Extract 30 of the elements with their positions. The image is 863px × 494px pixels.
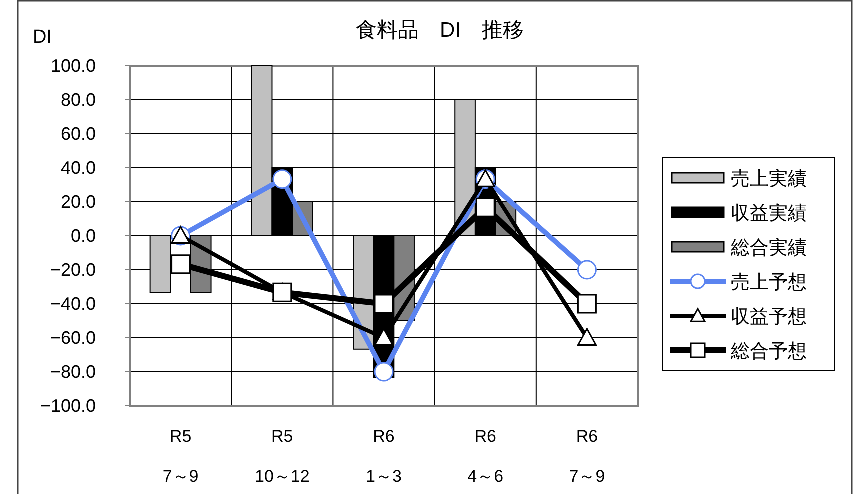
y-tick-label: −20.0	[50, 260, 96, 280]
y-tick-label: 60.0	[60, 124, 96, 144]
legend-label: 収益実績	[731, 202, 807, 224]
y-tick-label: 40.0	[60, 158, 96, 178]
y-tick-label: 100.0	[50, 56, 96, 76]
category-label: R6 1～3	[366, 427, 402, 486]
category-label: R6 4～6	[468, 427, 504, 486]
y-tick-label: 80.0	[60, 90, 96, 110]
chart-title: 食料品 DI 推移	[356, 19, 524, 42]
point	[272, 170, 292, 190]
y-tick-label: −60.0	[50, 328, 96, 348]
point	[577, 294, 597, 314]
point	[577, 328, 597, 346]
y-tick-label: 0.0	[70, 226, 96, 246]
point	[374, 294, 394, 314]
legend-label: 総合実績	[730, 237, 807, 259]
category-label: R6 7～9	[569, 427, 606, 486]
legend-label: 売上予想	[731, 272, 807, 294]
legend-label: 売上実績	[731, 168, 807, 190]
y-tick-label: −40.0	[50, 294, 96, 314]
y-axis-title: DI	[33, 27, 52, 48]
category-label: R5 7～9	[162, 427, 199, 486]
point	[374, 362, 394, 382]
category-label: R5 10～12	[254, 427, 310, 486]
y-tick-label: 20.0	[60, 192, 96, 212]
y-tick-label: −80.0	[50, 362, 96, 382]
point	[171, 254, 191, 274]
y-tick-label: −100.0	[40, 396, 96, 416]
legend-label: 総合予想	[730, 342, 807, 362]
legend-label: 収益予想	[731, 307, 807, 328]
